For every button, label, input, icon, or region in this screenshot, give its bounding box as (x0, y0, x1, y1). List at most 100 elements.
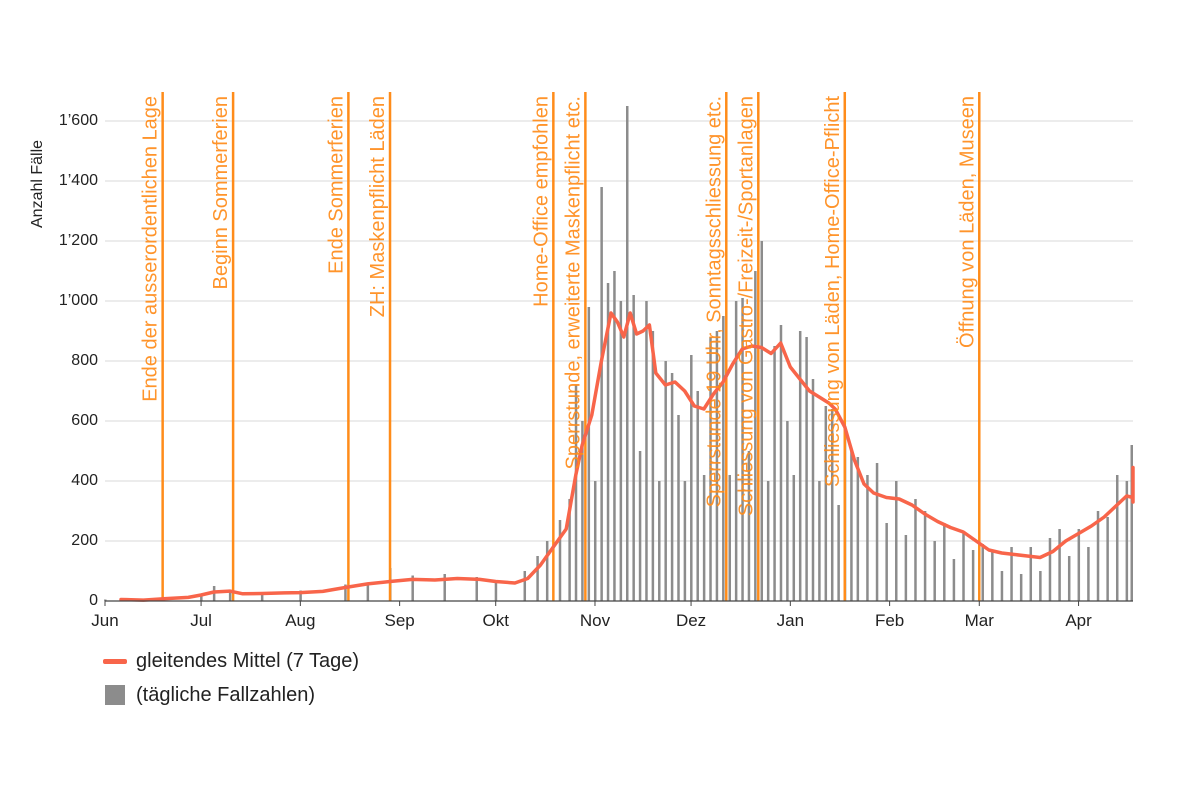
y-tick-label-1: 200 (71, 532, 98, 549)
daily-bar-84 (1058, 529, 1061, 601)
daily-bar-67 (895, 481, 898, 601)
legend-bar-swatch (105, 685, 125, 705)
daily-bar-16 (545, 541, 549, 601)
daily-bar-26 (619, 301, 623, 601)
daily-bar-68 (904, 535, 908, 601)
moving-average-line (119, 311, 1135, 602)
daily-bar-51 (779, 325, 783, 601)
axes: 0 200 400 600 800 1’000 1’200 1’400 1’600 Jun Jul A… (59, 112, 1133, 630)
legend-label-daily-cases: (tägliche Fallzahlen) (136, 683, 315, 706)
daily-bar-31 (651, 331, 655, 601)
event-lines (161, 92, 981, 601)
event-labels: Ende der ausserordentlichen Lage Beginn S… (140, 96, 979, 517)
daily-bar-45 (741, 298, 744, 601)
daily-bar-5 (260, 592, 264, 601)
daily-bar-40 (709, 337, 712, 601)
daily-bar-22 (593, 481, 597, 601)
daily-bar-10 (411, 575, 414, 601)
y-tick-label-5: 1’000 (59, 292, 98, 309)
y-tick-label-7: 1’400 (59, 172, 98, 189)
x-tick-label-9: Mar (965, 611, 995, 630)
daily-case-bars (104, 106, 1133, 601)
daily-bar-30 (645, 301, 648, 601)
daily-bar-25 (613, 271, 616, 601)
daily-bar-75 (971, 550, 975, 601)
daily-bar-36 (683, 481, 687, 601)
x-tick-label-7: Jan (777, 611, 804, 630)
daily-bar-59 (830, 409, 834, 601)
daily-bar-24 (606, 283, 610, 601)
daily-bar-73 (952, 559, 956, 601)
daily-bar-11 (443, 574, 446, 601)
daily-bar-39 (702, 475, 706, 601)
daily-bar-58 (824, 406, 828, 601)
daily-bar-2 (200, 593, 203, 601)
daily-bar-38 (696, 391, 699, 601)
daily-bar-7 (344, 584, 347, 601)
daily-bar-53 (792, 475, 796, 601)
y-tick-label-3: 600 (71, 412, 98, 429)
daily-bar-55 (805, 337, 808, 601)
daily-bar-87 (1087, 547, 1090, 601)
daily-bar-90 (1115, 475, 1119, 601)
daily-bar-85 (1067, 556, 1071, 601)
daily-bar-18 (568, 499, 571, 601)
daily-bar-91 (1125, 481, 1129, 601)
y-tick-label-2: 400 (71, 472, 98, 489)
event-label-4: Home-Office empfohlen (530, 96, 552, 307)
legend-label-moving-average: gleitendes Mittel (7 Tage) (136, 649, 360, 672)
daily-bar-77 (991, 550, 994, 601)
event-label-0: Ende der ausserordentlichen Lage (140, 96, 162, 402)
daily-bar-62 (850, 451, 853, 601)
daily-bar-57 (818, 481, 821, 601)
daily-bar-12 (475, 577, 478, 601)
x-tick-label-3: Sep (385, 611, 415, 630)
y-axis-label: Anzahl Fälle (29, 140, 46, 228)
daily-bar-42 (722, 316, 725, 601)
event-label-6: Sperrstunde 19 Uhr, Sonntagsschliessung … (703, 96, 725, 507)
daily-bar-23 (600, 187, 603, 601)
daily-bar-17 (558, 520, 562, 601)
daily-bar-21 (587, 307, 591, 601)
event-label-1: Beginn Sommerferien (210, 96, 232, 289)
legend-line-swatch (103, 658, 127, 664)
daily-bar-43 (728, 475, 731, 601)
daily-bar-86 (1077, 529, 1081, 601)
x-tick-label-1: Jul (190, 611, 212, 630)
daily-bar-50 (773, 346, 776, 601)
daily-bar-33 (664, 361, 667, 601)
daily-bar-81 (1029, 547, 1033, 601)
daily-bar-65 (875, 463, 879, 601)
daily-bar-82 (1039, 571, 1042, 601)
daily-bar-13 (494, 580, 498, 601)
daily-bar-29 (638, 451, 642, 601)
daily-bar-60 (837, 505, 840, 601)
daily-bar-74 (962, 532, 965, 601)
x-tick-label-8: Feb (875, 611, 904, 630)
daily-bar-72 (943, 523, 946, 601)
daily-bar-54 (798, 331, 802, 601)
daily-bar-83 (1048, 538, 1052, 601)
daily-bar-71 (933, 541, 936, 601)
daily-bar-49 (766, 481, 770, 601)
daily-bar-35 (677, 415, 680, 601)
daily-bar-28 (632, 295, 635, 601)
daily-bar-80 (1019, 574, 1023, 601)
daily-bar-44 (734, 301, 738, 601)
daily-bar-4 (228, 590, 232, 601)
x-tick-label-4: Okt (482, 611, 509, 630)
event-label-2: Ende Sommerferien (325, 96, 347, 274)
y-tick-label-0: 0 (89, 592, 98, 609)
daily-bar-96 (1130, 463, 1133, 601)
event-label-9: Öffnung von Läden, Museen (956, 96, 978, 348)
daily-bar-52 (786, 421, 789, 601)
event-label-3: ZH: Maskenpflicht Läden (367, 96, 389, 317)
daily-bar-15 (536, 556, 539, 601)
daily-bar-41 (715, 331, 719, 601)
x-tick-label-10: Apr (1065, 611, 1092, 630)
event-label-5: Sperrstunde, erweiterte Maskenpflicht et… (562, 96, 584, 470)
daily-bar-63 (856, 457, 860, 601)
daily-bar-56 (811, 379, 815, 601)
event-label-7: Schliessung von Gastro-/Freizeit-/Sporta… (735, 96, 757, 516)
